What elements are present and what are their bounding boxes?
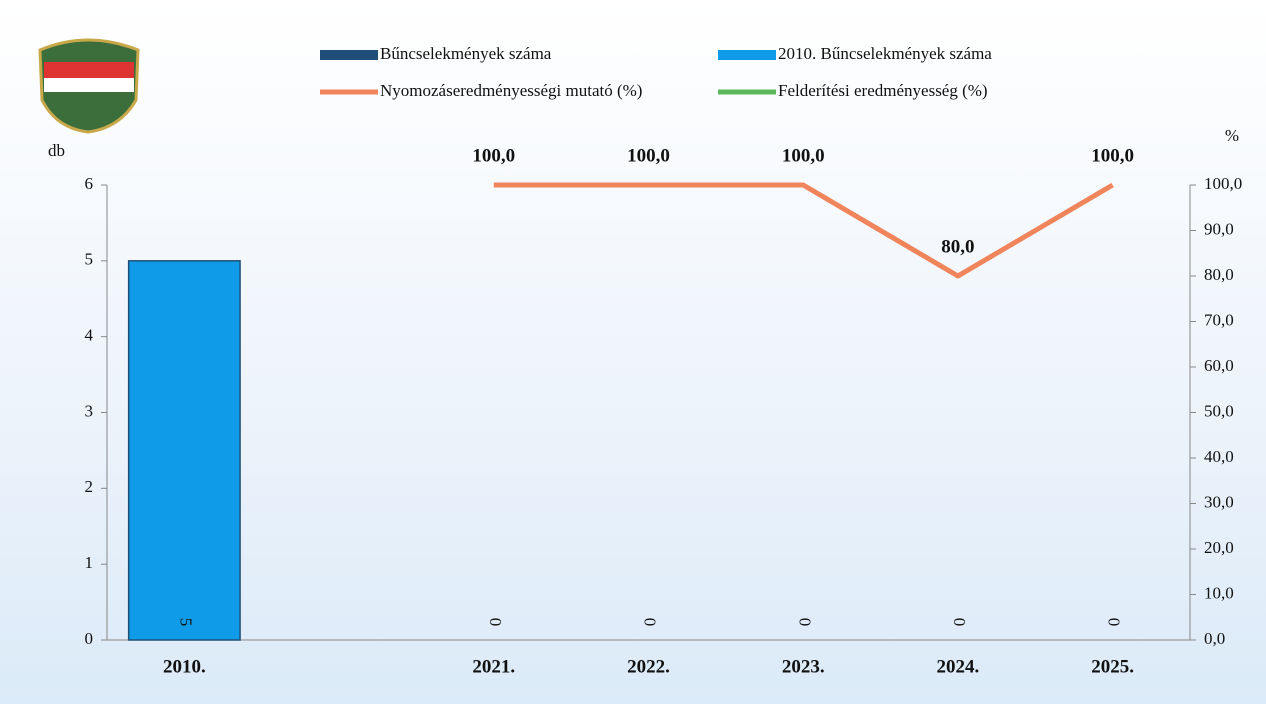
y2-tick-label: 70,0 — [1204, 310, 1234, 329]
line-value-label: 100,0 — [1091, 145, 1134, 166]
y-axis-label: db — [48, 141, 65, 160]
legend-label: Nyomozáseredményességi mutató (%) — [380, 81, 642, 100]
y2-tick-label: 100,0 — [1204, 174, 1242, 193]
y2-tick-label: 90,0 — [1204, 219, 1234, 238]
y-tick-label: 1 — [85, 553, 94, 572]
y2-tick-label: 40,0 — [1204, 447, 1234, 466]
y2-axis-label: % — [1225, 126, 1239, 145]
x-tick-label: 2024. — [937, 656, 980, 677]
y2-tick-label: 0,0 — [1204, 629, 1225, 648]
x-tick-label: 2022. — [627, 656, 670, 677]
logo — [38, 38, 140, 134]
y-tick-label: 3 — [85, 401, 94, 420]
y-tick-label: 0 — [85, 629, 94, 648]
line-value-label: 100,0 — [627, 145, 670, 166]
line-value-label: 100,0 — [472, 145, 515, 166]
bar-value-label: 0 — [795, 618, 814, 627]
legend-swatch — [320, 50, 378, 60]
y2-tick-label: 50,0 — [1204, 401, 1234, 420]
x-tick-label: 2010. — [163, 656, 206, 677]
line-series — [493, 182, 1114, 279]
bar-value-label: 0 — [486, 618, 505, 627]
x-tick-label: 2025. — [1091, 656, 1134, 677]
bar-value-label: 0 — [950, 618, 969, 627]
bar-value-label: 0 — [641, 618, 660, 627]
y2-tick-label: 60,0 — [1204, 356, 1234, 375]
legend-swatch — [718, 50, 776, 60]
bar-value-label: 5 — [176, 618, 195, 627]
bar-value-label: 0 — [1105, 618, 1124, 627]
line-value-label: 100,0 — [782, 145, 825, 166]
line-value-label: 80,0 — [941, 236, 974, 257]
y2-tick-label: 80,0 — [1204, 265, 1234, 284]
y2-tick-label: 20,0 — [1204, 538, 1234, 557]
x-tick-label: 2021. — [472, 656, 515, 677]
legend-label: 2010. Bűncselekmények száma — [778, 44, 992, 63]
y-tick-label: 2 — [85, 477, 94, 496]
bar — [127, 260, 241, 641]
legend-label: Felderítési eredményesség (%) — [778, 81, 988, 100]
y-tick-label: 4 — [85, 326, 94, 345]
y-tick-label: 5 — [85, 250, 94, 269]
x-tick-label: 2023. — [782, 656, 825, 677]
y2-tick-label: 30,0 — [1204, 492, 1234, 511]
y2-tick-label: 10,0 — [1204, 583, 1234, 602]
y-tick-label: 6 — [85, 174, 94, 193]
legend-label: Bűncselekmények száma — [380, 44, 552, 63]
